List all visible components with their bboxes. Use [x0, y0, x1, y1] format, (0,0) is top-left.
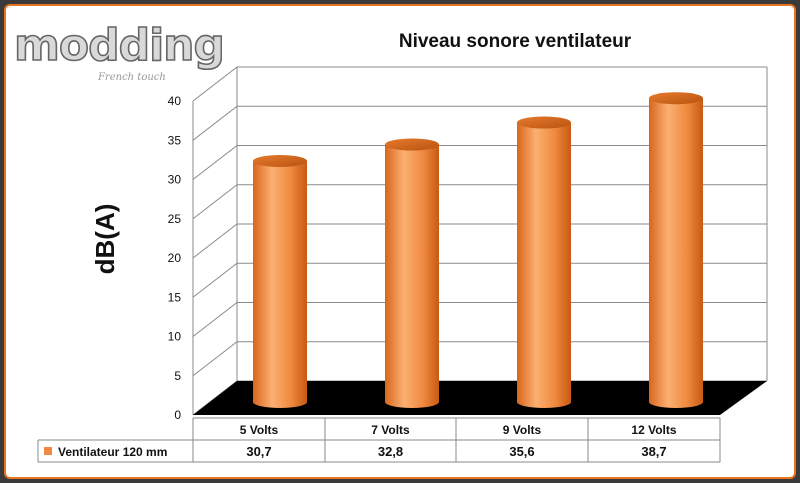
floor-plane — [193, 381, 767, 415]
data-table: 5 Volts 7 Volts 9 Volts 12 Volts Ventilateur… — [37, 417, 721, 463]
y-axis-ticks: 0 5 10 15 20 25 30 35 40 — [168, 94, 182, 422]
gridline — [192, 66, 767, 102]
y-tick-label: 5 — [174, 369, 181, 383]
gridline — [192, 105, 767, 141]
y-tick-label: 20 — [168, 251, 182, 265]
x-category-label: 9 Volts — [503, 423, 542, 437]
data-label: 38,7 — [641, 444, 666, 459]
gridline — [192, 184, 767, 220]
data-label: 35,6 — [509, 444, 534, 459]
gridline — [192, 145, 767, 180]
y-tick-label: 25 — [168, 212, 182, 226]
bar-body — [385, 144, 439, 408]
data-label: 32,8 — [378, 444, 403, 459]
bar — [253, 155, 307, 408]
series-name: Ventilateur 120 mm — [58, 445, 167, 459]
chart-floor — [193, 381, 767, 415]
x-category-label: 5 Volts — [240, 423, 279, 437]
y-tick-label: 0 — [174, 408, 181, 422]
legend-swatch — [44, 447, 52, 455]
x-category-label: 7 Volts — [371, 423, 410, 437]
bar-top — [385, 138, 439, 151]
logo-text: modding.fr — [14, 20, 222, 71]
gridline — [192, 341, 767, 377]
gridline — [192, 302, 767, 337]
bar — [649, 92, 703, 408]
y-tick-label: 10 — [168, 330, 182, 344]
bar-top — [253, 155, 307, 168]
bar-body — [649, 98, 703, 408]
bar — [385, 138, 439, 408]
logo-subtext: French touch — [97, 72, 166, 83]
gridlines — [192, 66, 767, 416]
x-category-label: 12 Volts — [631, 423, 676, 437]
y-tick-label: 15 — [168, 290, 182, 304]
bar-body — [517, 122, 571, 408]
gridline — [192, 223, 767, 259]
y-tick-label: 35 — [168, 133, 182, 147]
chart-title: Niveau sonore ventilateur — [399, 31, 632, 52]
bar-top — [649, 92, 703, 105]
gridline — [192, 262, 767, 298]
bar — [517, 116, 571, 408]
y-tick-label: 30 — [168, 173, 182, 187]
y-axis-label: dB(A) — [90, 204, 120, 275]
bars — [253, 92, 703, 408]
data-label: 30,7 — [246, 444, 271, 459]
bar-top — [517, 116, 571, 129]
y-tick-label: 40 — [168, 94, 182, 108]
bar-body — [253, 161, 307, 408]
site-logo: modding.fr French touch — [13, 19, 222, 83]
